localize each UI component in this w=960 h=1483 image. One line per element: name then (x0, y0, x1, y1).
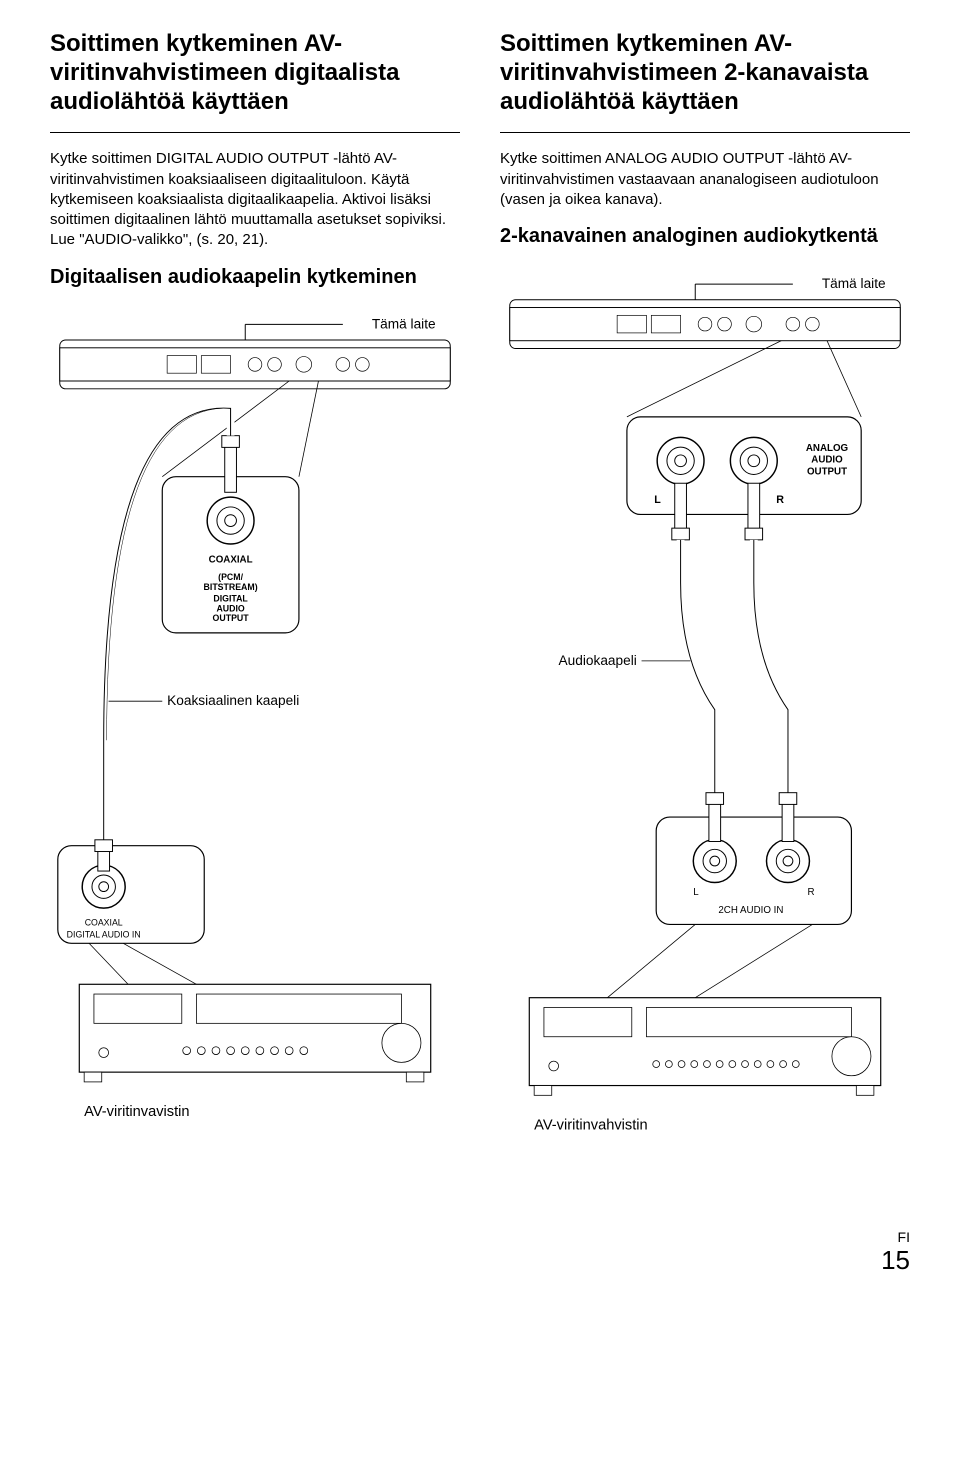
svg-text:OUTPUT: OUTPUT (213, 613, 250, 623)
page-footer: FI 15 (50, 1229, 910, 1276)
svg-text:AUDIO: AUDIO (811, 455, 843, 466)
receiver-label: AV-viritinvavistin (84, 1104, 189, 1120)
footer-lang: FI (50, 1229, 910, 1245)
left-diagram: Tämä laite (50, 300, 460, 1200)
right-sub1: 2-kanavainen analoginen audiokytkentä (500, 224, 910, 249)
svg-text:DIGITAL AUDIO IN: DIGITAL AUDIO IN (67, 929, 141, 939)
left-sub1: Digitaalisen audiokaapelin kytkeminen (50, 265, 460, 290)
svg-text:R: R (808, 887, 815, 898)
divider (500, 132, 910, 133)
cable-label: Audiokaapeli (559, 653, 637, 668)
left-para: Kytke soittimen DIGITAL AUDIO OUTPUT -lä… (50, 149, 460, 250)
svg-text:COAXIAL: COAXIAL (85, 917, 123, 927)
left-column: Soittimen kytkeminen AV-viritinvahvistim… (50, 30, 460, 1219)
right-column: Soittimen kytkeminen AV-viritinvahvistim… (500, 30, 910, 1219)
divider (50, 132, 460, 133)
input-label: 2CH AUDIO IN (718, 905, 783, 916)
receiver-label: AV-viritinvahvistin (534, 1118, 648, 1134)
svg-text:L: L (693, 887, 699, 898)
svg-text:DIGITAL: DIGITAL (213, 593, 248, 603)
right-diagram: Tämä laite (500, 259, 910, 1219)
footer-page: 15 (50, 1245, 910, 1276)
svg-text:(PCM/: (PCM/ (218, 572, 243, 582)
svg-text:AUDIO: AUDIO (216, 603, 244, 613)
svg-text:R: R (776, 494, 784, 506)
svg-text:BITSTREAM): BITSTREAM) (204, 582, 258, 592)
left-heading: Soittimen kytkeminen AV-viritinvahvistim… (50, 30, 460, 116)
cable-label: Koaksiaalinen kaapeli (167, 693, 299, 708)
device-label: Tämä laite (822, 276, 886, 291)
svg-text:ANALOG: ANALOG (806, 443, 848, 454)
columns-container: Soittimen kytkeminen AV-viritinvahvistim… (50, 30, 910, 1219)
svg-text:OUTPUT: OUTPUT (807, 467, 847, 478)
svg-text:L: L (654, 494, 661, 506)
right-para: Kytke soittimen ANALOG AUDIO OUTPUT -läh… (500, 149, 910, 210)
device-label: Tämä laite (372, 316, 436, 331)
right-heading: Soittimen kytkeminen AV-viritinvahvistim… (500, 30, 910, 116)
coaxial-label: COAXIAL (209, 554, 253, 565)
